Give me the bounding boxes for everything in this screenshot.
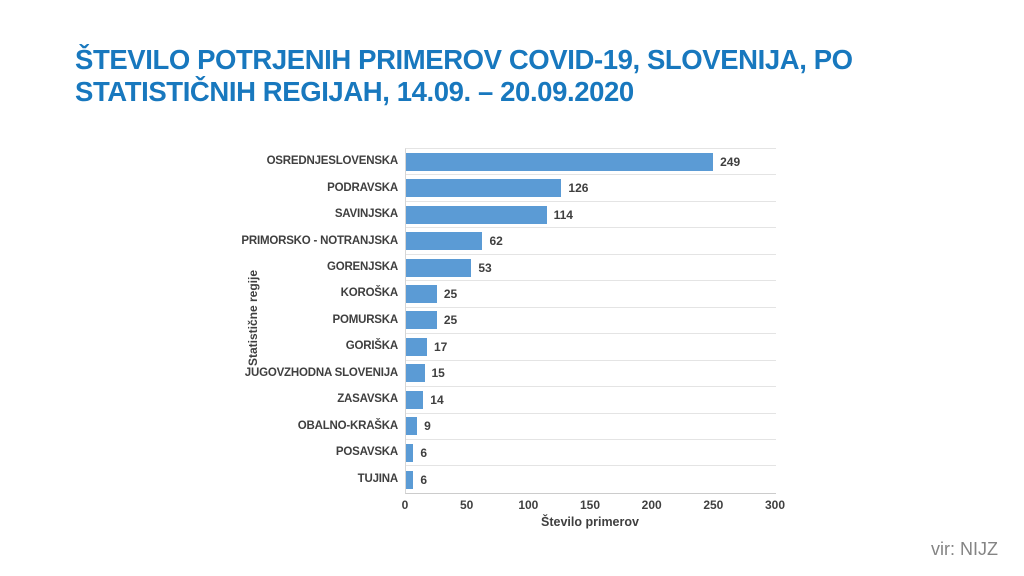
category-label: POMURSKA — [332, 313, 399, 326]
bar — [406, 232, 483, 251]
bar-value-label: 25 — [443, 286, 458, 301]
bar-value-label: 15 — [431, 366, 445, 381]
x-tick-label: 150 — [579, 498, 601, 512]
category-label: PRIMORSKO - NOTRANJSKA — [241, 234, 398, 247]
bar-value-label: 114 — [553, 207, 573, 222]
bar — [406, 443, 414, 462]
bar-value-label: 25 — [443, 313, 458, 328]
category-axis-labels: OSREDNJESLOVENSKA PODRAVSKA SAVINJSKA PRIMO… — [120, 148, 398, 492]
bar-value-label: 17 — [433, 339, 448, 354]
page-title-line2: STATISTIČNIH REGIJAH, 14.09. – 20.09.202… — [75, 76, 634, 108]
chart-row: 14 — [406, 387, 776, 414]
x-tick-label: 300 — [764, 498, 786, 512]
bar — [406, 337, 427, 356]
chart-row: 9 — [406, 414, 776, 440]
bar — [406, 205, 547, 224]
bar — [406, 179, 562, 198]
category-label: GORIŠKA — [345, 340, 398, 353]
category-label: OBALNO-KRAŠKA — [297, 419, 398, 432]
category-label: KOROŠKA — [340, 287, 399, 300]
x-tick-label: 100 — [518, 498, 539, 512]
chart-row: 53 — [406, 255, 776, 282]
chart-row: 15 — [406, 361, 776, 388]
bar — [406, 390, 424, 409]
chart-row: 25 — [406, 308, 776, 335]
category-label: JUGOVZHODNA SLOVENIJA — [244, 366, 398, 379]
bar-value-label: 6 — [420, 472, 428, 487]
source-credit: vir: NIJZ — [931, 539, 998, 559]
category-label: ZASAVSKA — [337, 393, 398, 406]
bar-value-label: 249 — [720, 154, 741, 169]
chart-row: 62 — [406, 228, 776, 255]
bar — [406, 152, 714, 171]
page-title: ŠTEVILO POTRJENIH PRIMEROV COVID-19, SLO… — [75, 44, 955, 108]
bar-value-label: 53 — [478, 260, 492, 275]
category-label: SAVINJSKA — [334, 208, 398, 221]
bar — [406, 364, 425, 383]
bar — [406, 311, 437, 330]
category-label: OSREDNJESLOVENSKA — [266, 155, 399, 168]
bar — [406, 258, 472, 277]
category-label: GORENJSKA — [326, 261, 398, 274]
plot-area: 249 126 114 62 53 25 25 17 15 14 9 6 6 — [405, 148, 776, 494]
bar-value-label: 9 — [424, 419, 431, 434]
x-tick-label: 200 — [641, 498, 662, 512]
bar-value-label: 126 — [568, 181, 589, 196]
category-label: TUJINA — [357, 472, 399, 485]
chart-row: 114 — [406, 202, 776, 229]
page-title-line1: ŠTEVILO POTRJENIH PRIMEROV COVID-19, SLO… — [75, 44, 853, 75]
x-tick-label: 50 — [459, 498, 474, 512]
bar — [406, 284, 437, 303]
x-tick-label: 0 — [401, 498, 409, 512]
chart-row: 6 — [406, 440, 776, 467]
x-axis-ticks: 0 50 100 150 200 250 300 — [401, 498, 785, 512]
chart-row: 249 — [406, 149, 776, 176]
bar-value-label: 14 — [430, 392, 444, 407]
category-label: PODRAVSKA — [327, 181, 398, 194]
category-label: POSAVSKA — [335, 446, 398, 459]
chart-row: 25 — [406, 281, 776, 308]
bar — [406, 470, 414, 489]
x-tick-label: 250 — [703, 498, 724, 512]
bar-value-label: 6 — [420, 445, 428, 460]
bar — [406, 417, 418, 436]
x-axis-title: Število primerov — [541, 515, 639, 529]
chart-row: 126 — [406, 175, 776, 202]
chart-row: 17 — [406, 334, 776, 361]
bar-value-label: 62 — [489, 234, 503, 249]
chart-row: 6 — [406, 466, 776, 492]
